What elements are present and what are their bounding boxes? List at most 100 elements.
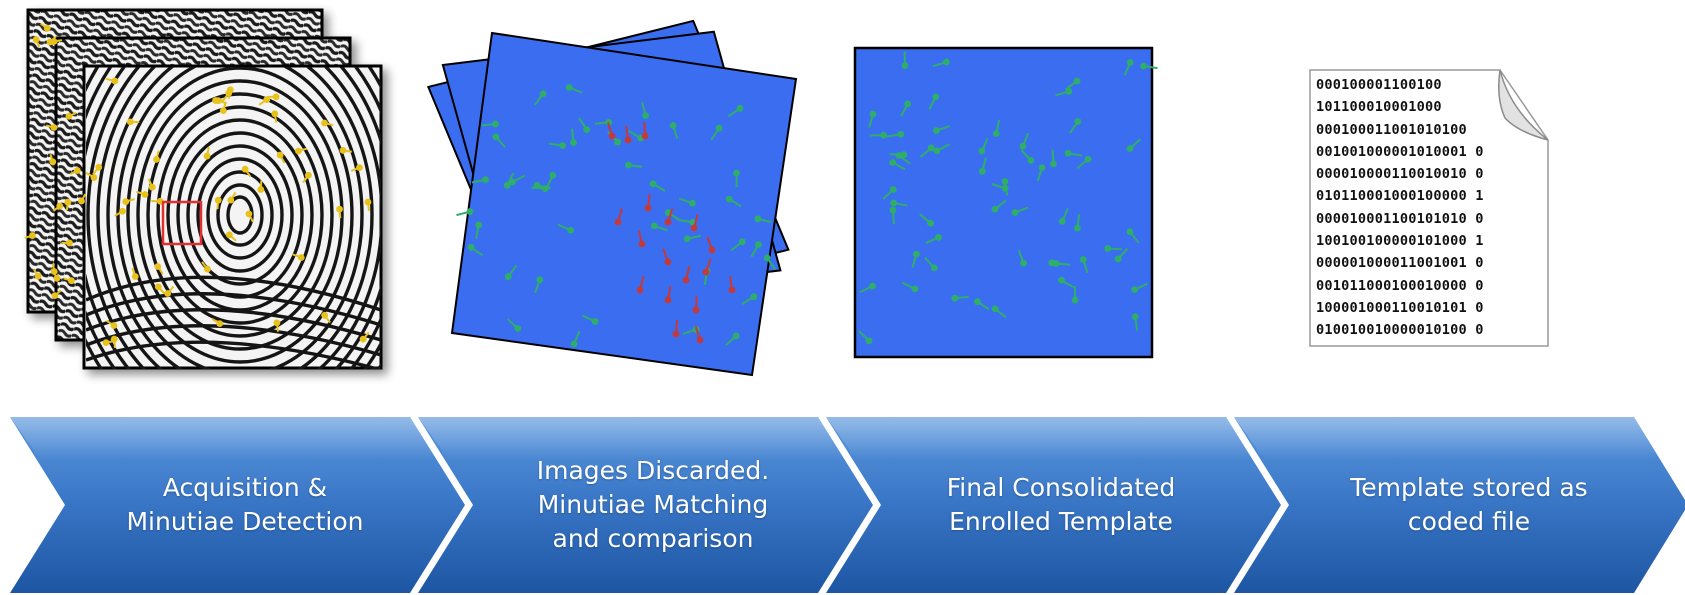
minutia-mark [153, 150, 160, 163]
minutia-mark [227, 191, 237, 204]
step-label-discarded: Images Discarded. Minutiae Matching and co… [468, 430, 838, 580]
step-label-line: Minutiae Matching [537, 490, 769, 519]
process-arrow-2 [418, 417, 873, 593]
minutia-mark [859, 282, 877, 294]
minutia-mark [565, 84, 583, 94]
minutia-mark [1058, 208, 1069, 225]
minutia-mark [641, 101, 650, 120]
minutia-mark [694, 326, 704, 344]
minutia-mark [741, 293, 758, 305]
minutia-mark [1017, 249, 1027, 267]
minutia-mark [728, 275, 736, 294]
minutia-mark [725, 332, 740, 347]
process-arrow-4 [1234, 417, 1685, 593]
minutia-mark [475, 221, 483, 239]
matched-region-box [161, 200, 203, 246]
coded-file-line: 010010010000010100 0 [1316, 322, 1484, 339]
minutia-mark [292, 253, 305, 261]
minutia-mark [1020, 149, 1035, 164]
minutia-mark [32, 36, 41, 48]
minutia-mark [911, 250, 920, 268]
minutia-mark [858, 330, 873, 345]
minutia-mark [951, 294, 969, 302]
minutia-mark [890, 199, 908, 207]
minutia-mark [110, 335, 118, 349]
minutia-mark [504, 264, 518, 281]
minutia-mark [928, 93, 940, 110]
minutia-mark [664, 208, 674, 226]
coded-file-line: 000001000011001001 0 [1316, 255, 1484, 272]
step-label-line: Minutiae Detection [126, 507, 364, 536]
minutia-mark [548, 142, 567, 149]
minutia-mark [682, 266, 691, 284]
minutia-mark [350, 164, 363, 172]
step-label-line: coded file [1407, 507, 1531, 536]
minutia-mark [750, 241, 762, 258]
minutia-mark [364, 198, 372, 212]
minutia-mark [1048, 259, 1066, 267]
coded-file-line: 010110001000100000 1 [1316, 188, 1484, 205]
minutia-mark [105, 319, 118, 329]
minutia-mark [147, 178, 156, 191]
minutia-mark [1140, 62, 1158, 70]
process-arrow-1 [10, 417, 465, 593]
minutia-mark [122, 198, 135, 206]
minutia-mark [1069, 118, 1082, 134]
fingerprint-ridges [86, 67, 381, 369]
minutia-mark [509, 174, 526, 186]
minutia-mark [637, 230, 646, 248]
minutia-mark [973, 298, 990, 311]
minutia-mark [754, 215, 772, 223]
coded-file-text: 000100001100100 101100010001000 0001000110… [1316, 74, 1556, 342]
minutia-mark [570, 330, 581, 348]
minutia-mark [321, 119, 334, 127]
minutia-mark [624, 161, 643, 169]
minutia-mark [339, 146, 352, 154]
minutia-mark [578, 117, 591, 134]
minutia-mark [258, 96, 271, 106]
minutia-mark [669, 122, 679, 140]
minutia-mark [257, 180, 265, 193]
minutia-mark [607, 122, 616, 140]
coded-file-line: 101100010001000 [1316, 99, 1442, 116]
minutia-mark [154, 283, 166, 295]
minutia-mark [271, 110, 279, 123]
minutia-mark [105, 77, 119, 85]
minutia-mark [901, 281, 919, 293]
minutia-mark [932, 58, 950, 68]
minutia-mark [1131, 282, 1148, 294]
minutia-mark [533, 181, 551, 190]
minutia-mark [114, 207, 126, 217]
step-label-line: Final Consolidated [946, 473, 1176, 502]
minutia-mark [1058, 276, 1075, 289]
minutia-mark [882, 186, 897, 200]
minutia-mark [359, 331, 370, 343]
minutia-mark [692, 295, 700, 314]
minutia-mark [924, 256, 938, 272]
minutia-mark [992, 119, 1001, 138]
minutia-mark [302, 171, 312, 184]
minutia-mark [61, 239, 73, 247]
minutia-mark [534, 276, 544, 294]
minutia-mark [1050, 149, 1057, 168]
step-label-line: Enrolled Template [949, 507, 1173, 536]
minutia-mark [614, 208, 623, 226]
minutia-mark [131, 267, 139, 280]
minutia-mark [570, 128, 577, 146]
minutia-mark [683, 234, 702, 243]
matching-minutiae [456, 84, 776, 348]
coded-file-line: 001011000100010000 0 [1316, 277, 1484, 294]
minutia-mark [467, 243, 484, 257]
minutia-mark [901, 51, 909, 70]
minutia-mark [933, 143, 950, 155]
minutia-mark [32, 268, 42, 280]
minutia-mark [92, 163, 103, 175]
minutia-mark [1011, 206, 1029, 216]
minutia-mark [730, 238, 746, 252]
minutia-mark [702, 258, 712, 276]
minutia-mark [594, 118, 613, 126]
minutia-mark [50, 38, 63, 45]
minutia-mark [889, 151, 908, 159]
minutia-mark [706, 236, 716, 254]
minutia-mark [710, 124, 723, 141]
